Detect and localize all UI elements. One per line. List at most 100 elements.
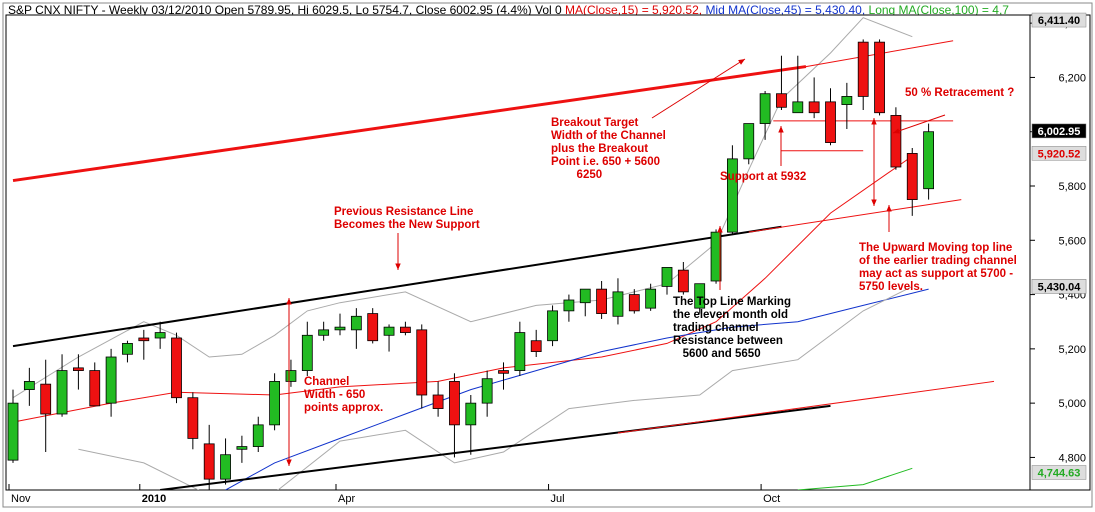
resistance-support-arrow-head [395, 263, 401, 270]
candle-body [645, 288, 657, 309]
annotation-line: The Upward Moving top line [859, 242, 1012, 254]
candle-body [579, 288, 591, 304]
candle-body [105, 356, 117, 404]
candle-body [122, 343, 133, 355]
annotation-line: Breakout Target [551, 117, 639, 129]
candle-body [481, 378, 493, 404]
annotation-line: 6250 [551, 169, 602, 181]
candle-body [399, 326, 411, 333]
annotation-text: Breakout Target Width of the Channel plus … [551, 117, 666, 181]
fifty-percent-arrow-head [893, 128, 900, 134]
candle-body [89, 370, 101, 407]
header-ma100: Long MA(Close,100) = 4,7 [868, 3, 1009, 17]
last-value-tag-label: 5,920.52 [1038, 148, 1081, 160]
annotation-line: may act as support at 5700 - [859, 268, 1013, 280]
upper-band-line [12, 17, 913, 399]
breakout-target-arrow [651, 58, 746, 119]
candle-body [187, 397, 199, 439]
candle-body [547, 310, 558, 342]
candle-body [792, 101, 804, 114]
candle-body [367, 313, 379, 342]
candle-body [73, 367, 84, 371]
candle-body [874, 41, 885, 114]
y-tick-label: 5,600 [1058, 235, 1086, 247]
candle-body [56, 370, 68, 415]
support-5932-arrow-head [778, 126, 784, 133]
annotation-line: Resistance between [673, 335, 783, 347]
annotation-line: points approx. [304, 402, 383, 414]
last-value-tag-label: 4,744.63 [1038, 467, 1081, 479]
annotation-text: Channel Width - 650 points approx. [304, 376, 383, 414]
trendline [12, 65, 807, 183]
x-tick-label: Jul [551, 493, 565, 505]
annotation-text: Support at 5932 [720, 171, 806, 183]
trendline [160, 404, 831, 490]
annotation-text: The Upward Moving top line of the earlier… [859, 242, 1017, 293]
candle-body [252, 424, 264, 447]
last-value-tag-box [1031, 465, 1087, 480]
trendline [748, 199, 962, 233]
x-tick-label: Oct [763, 493, 780, 505]
fifty-percent-arrow [892, 114, 946, 134]
candle-body [677, 269, 689, 293]
candle-body [334, 326, 346, 331]
channel-arrow-up-head [286, 298, 292, 305]
annotation-line: trading channel [673, 322, 759, 334]
candle-body [318, 329, 330, 336]
annotation-line: Support at 5932 [720, 171, 806, 183]
last-value-tag: 5,920.52 [1031, 146, 1087, 161]
candle-body [661, 267, 673, 287]
y-tick-label: 5,000 [1058, 398, 1086, 410]
candle-body [432, 394, 444, 409]
candle-body [743, 123, 755, 160]
breakout-target-arrow-head [738, 59, 745, 65]
trendline [12, 225, 782, 348]
candle-body [40, 383, 52, 415]
last-value-tag-box [1031, 123, 1087, 139]
plot-area [7, 17, 995, 490]
annotation-line: Previous Resistance Line [334, 206, 473, 218]
candle-body [154, 332, 166, 339]
last-value-tag-box [1031, 146, 1087, 161]
annotation-text: The Top Line Marking the eleven month old… [673, 296, 791, 360]
last-value-tag: 6,411.40 [1031, 12, 1087, 28]
annotation-line: The Top Line Marking [673, 296, 791, 308]
lower-band-line [78, 285, 913, 490]
header-ma15: MA(Close,15) = 5,920.52, [565, 3, 703, 17]
candle-body [857, 41, 869, 97]
candle-body [628, 294, 640, 312]
candle-body [269, 381, 281, 426]
y-tick-label: 4,800 [1058, 452, 1086, 464]
candle-body [841, 96, 853, 105]
last-value-tag-label: 6,411.40 [1038, 15, 1080, 27]
candle-body [808, 101, 820, 114]
candle-body [449, 381, 460, 426]
candle-body [7, 402, 19, 461]
candle-body [710, 231, 722, 282]
candle-body [694, 283, 706, 309]
candle-body [514, 332, 526, 371]
candle-body [727, 158, 738, 233]
y-tick-label: 6,200 [1058, 72, 1086, 84]
candle-body [383, 326, 395, 336]
last-value-tag-label: 5,430.04 [1038, 281, 1082, 293]
candle-body [612, 291, 624, 317]
x-tick-label: Apr [338, 493, 355, 505]
x-tick-label: Nov [11, 493, 31, 505]
last-value-tag-label: 6,002.95 [1038, 126, 1081, 138]
annotation-line: Width - 650 [304, 389, 365, 401]
annotation-line: Width of the Channel [551, 130, 666, 142]
annotation-line: Point i.e. 650 + 5600 [551, 156, 660, 168]
annotation-line: 5750 levels. [859, 281, 923, 293]
ma45-line [225, 288, 929, 490]
candle-body [23, 381, 35, 390]
annotation-text: Previous Resistance Line Becomes the New … [334, 206, 480, 231]
candle-body [596, 288, 607, 314]
annotation-line: plus the Breakout [551, 143, 648, 155]
candle-body [203, 443, 215, 480]
annotation-line: Channel [304, 376, 349, 388]
last-value-tag-box [1031, 279, 1087, 294]
